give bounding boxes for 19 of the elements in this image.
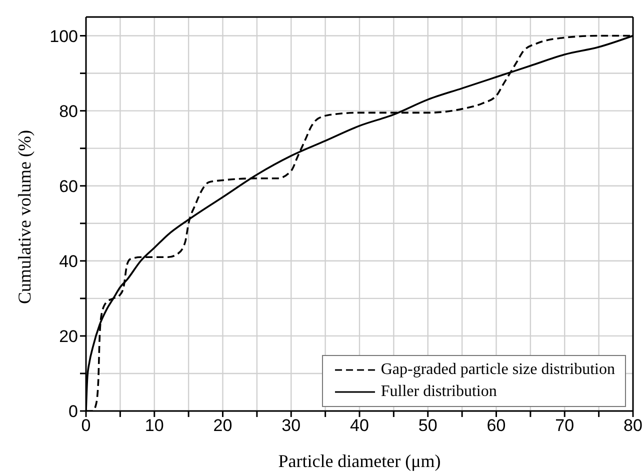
x-tick-label: 10	[144, 416, 164, 436]
y-tick-label: 0	[68, 402, 78, 422]
y-tick-label: 80	[59, 102, 78, 121]
y-tick-label: 60	[59, 176, 78, 196]
x-tick-label: 0	[81, 416, 91, 436]
legend-label: Gap-graded particle size distribution	[380, 361, 615, 379]
y-tick-label: 100	[50, 26, 78, 46]
legend-label: Fuller distribution	[380, 383, 497, 401]
x-tick-label: 50	[418, 416, 438, 436]
y-tick-label: 20	[59, 326, 78, 346]
x-axis-title: Particle diameter (μm)	[278, 451, 441, 471]
x-tick-label: 30	[282, 416, 301, 436]
y-tick-label: 40	[59, 252, 78, 271]
x-tick-label: 70	[555, 416, 574, 436]
x-tick-label: 60	[486, 416, 506, 436]
x-tick-label: 20	[213, 416, 232, 436]
x-tick-label: 40	[350, 416, 369, 436]
x-tick-label: 80	[624, 416, 642, 436]
y-axis-title: Cumulative volume (%)	[14, 130, 34, 304]
